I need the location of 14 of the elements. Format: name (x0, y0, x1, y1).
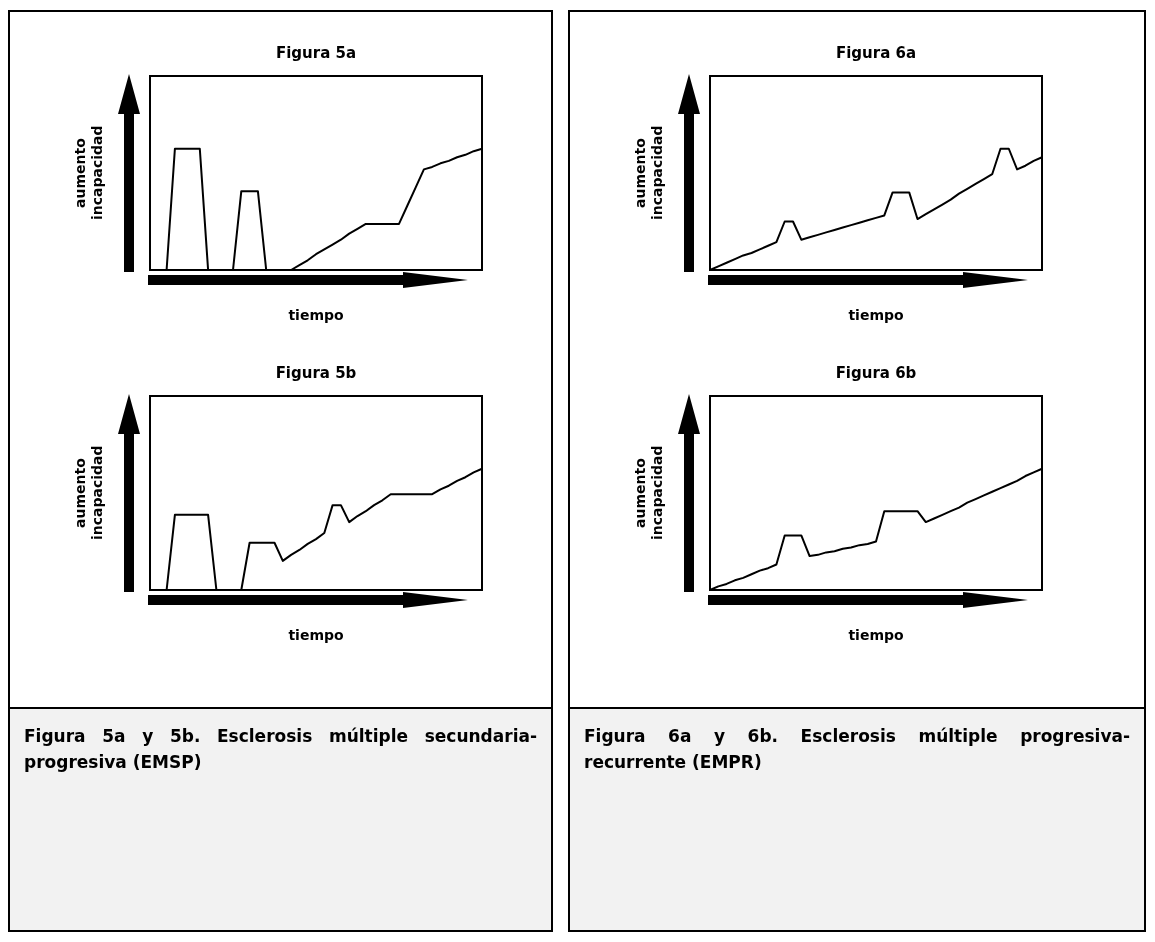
x-axis-title: tiempo (287, 626, 345, 645)
chart-title: Figura 5b (274, 363, 358, 384)
chart-title: Figura 5a (274, 43, 358, 64)
x-axis-title: tiempo (847, 626, 905, 645)
text: Figura 5a y 5b. Esclerosis múltiple secundaria-progresiva (EMSP) (24, 725, 537, 774)
y-axis-title: aumento incapacidad (72, 444, 106, 543)
chart-title: Figura 6b (834, 363, 918, 384)
chart-title: Figura 6a (834, 43, 918, 64)
x-axis-title: tiempo (287, 306, 345, 325)
y-axis-title: aumento incapacidad (632, 444, 666, 543)
x-axis-title: tiempo (847, 306, 905, 325)
text: Figura 6a y 6b. Esclerosis múltiple progresiva-recurrente (EMPR) (584, 725, 1130, 774)
y-axis-title: aumento incapacidad (632, 124, 666, 223)
y-axis-title: aumento incapacidad (72, 124, 106, 223)
